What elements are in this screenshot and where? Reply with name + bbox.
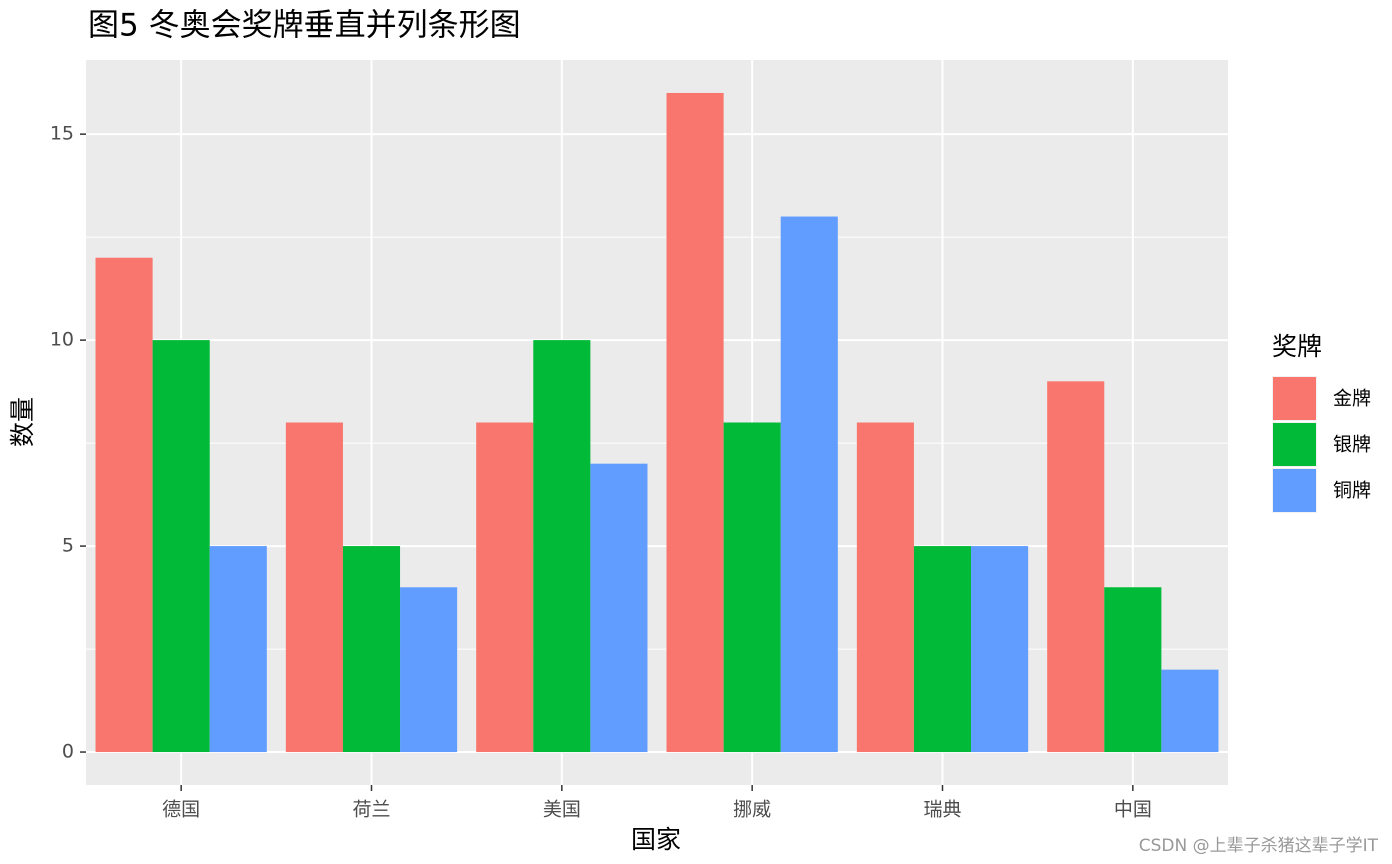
bar	[476, 422, 534, 753]
bar	[913, 546, 972, 753]
bar	[95, 257, 153, 753]
bar	[780, 216, 838, 753]
x-tick-label: 中国	[1114, 799, 1152, 821]
x-tick-label: 挪威	[733, 799, 771, 821]
watermark: CSDN @上辈子杀猪这辈子学IT	[1139, 836, 1379, 856]
bar	[590, 463, 648, 753]
legend-label: 银牌	[1333, 434, 1371, 456]
bar	[1161, 669, 1219, 753]
bar	[666, 92, 724, 753]
x-tick-label: 瑞典	[923, 799, 961, 821]
bar	[856, 422, 914, 753]
bar	[285, 422, 343, 753]
bar	[400, 587, 458, 753]
legend-swatch	[1273, 377, 1316, 420]
bar	[1047, 381, 1105, 753]
x-tick-label: 美国	[543, 799, 581, 821]
legend-swatch	[1273, 423, 1316, 466]
bar	[342, 546, 401, 753]
bar	[209, 546, 267, 753]
legend-label: 金牌	[1333, 388, 1371, 410]
bar	[1104, 587, 1162, 753]
y-tick-label: 0	[62, 741, 74, 763]
bar	[533, 340, 591, 753]
y-axis-title: 数量	[8, 397, 37, 447]
legend-swatch	[1273, 469, 1316, 512]
x-tick-label: 荷兰	[352, 799, 390, 821]
legend-label: 铜牌	[1333, 480, 1371, 502]
bar	[723, 422, 781, 753]
panel	[86, 60, 1228, 785]
chart-title: 图5 冬奥会奖牌垂直并列条形图	[88, 8, 521, 44]
y-tick-label: 10	[50, 329, 74, 351]
y-tick-label: 15	[50, 123, 74, 145]
x-axis-title: 国家	[631, 825, 681, 854]
legend-title: 奖牌	[1272, 332, 1322, 361]
bar	[971, 546, 1029, 753]
bar	[152, 340, 210, 753]
y-tick-label: 5	[62, 535, 74, 557]
x-tick-label: 德国	[162, 799, 200, 821]
